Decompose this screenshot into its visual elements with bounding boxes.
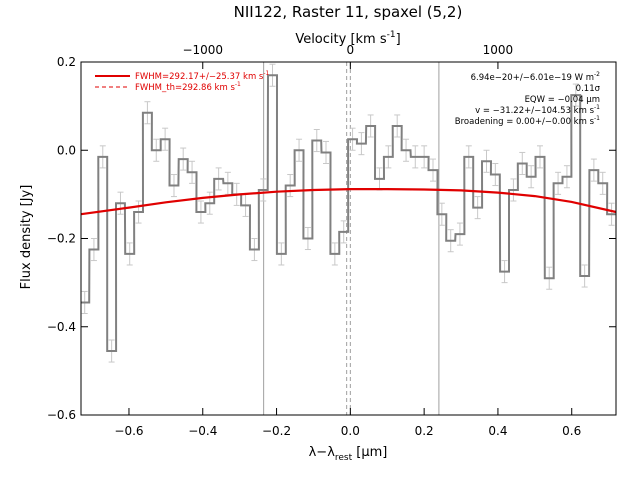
spectrum-line	[81, 74, 616, 352]
annotation-flux: 6.94e−20+/−6.01e−19 W m-2	[471, 71, 601, 83]
axis-ticks: −0.6 −0.4 −0.2 0.0 0.2 0.4 0.6 −0.6 −0.4 −0.2 0.0 0…	[47, 43, 616, 438]
x-tick-label-5: 0.4	[488, 424, 507, 438]
top-tick-label-0: −1000	[182, 43, 223, 57]
legend-label-fwhm-th: FWHM_th=292.86 km s-1	[135, 81, 241, 93]
y-axis-label: Flux density [Jy]	[19, 185, 34, 290]
top-axis-label: Velocity [km s-1]	[295, 30, 400, 47]
y-tick-label-0: −0.6	[47, 408, 76, 422]
annotation-eqw: EQW = −0.04 μm	[525, 95, 600, 105]
x-tick-label-6: 0.6	[562, 424, 581, 438]
top-tick-label-1: 0	[347, 43, 355, 57]
annotation-sigma: 0.11σ	[576, 84, 601, 94]
fit-curve	[80, 188, 617, 216]
x-tick-label-0: −0.6	[114, 424, 143, 438]
y-tick-label-1: −0.4	[47, 320, 76, 334]
y-tick-label-4: 0.2	[57, 55, 76, 69]
chart-title: NII122, Raster 11, spaxel (5,2)	[234, 3, 463, 21]
x-tick-label-2: −0.2	[262, 424, 291, 438]
legend: FWHM=292.17+/−25.37 km s-1 FWHM_th=292.8…	[95, 70, 270, 93]
x-tick-label-4: 0.2	[415, 424, 434, 438]
x-axis-label: λ−λrest [μm]	[309, 445, 388, 463]
marker-lines	[263, 62, 440, 415]
legend-label-fwhm: FWHM=292.17+/−25.37 km s-1	[135, 70, 270, 82]
y-tick-label-2: −0.2	[47, 232, 76, 246]
x-tick-label-3: 0.0	[341, 424, 360, 438]
annotation-velocity: v = −31.22+/−104.53 km s-1	[475, 104, 600, 116]
y-tick-label-3: 0.0	[57, 143, 76, 157]
annotation-broadening: Broadening = 0.00+/−0.00 km s-1	[455, 115, 600, 127]
top-tick-label-2: 1000	[483, 43, 514, 57]
x-tick-label-1: −0.4	[188, 424, 217, 438]
fit-annotations: 6.94e−20+/−6.01e−19 W m-2 0.11σ EQW = −0…	[455, 71, 601, 127]
